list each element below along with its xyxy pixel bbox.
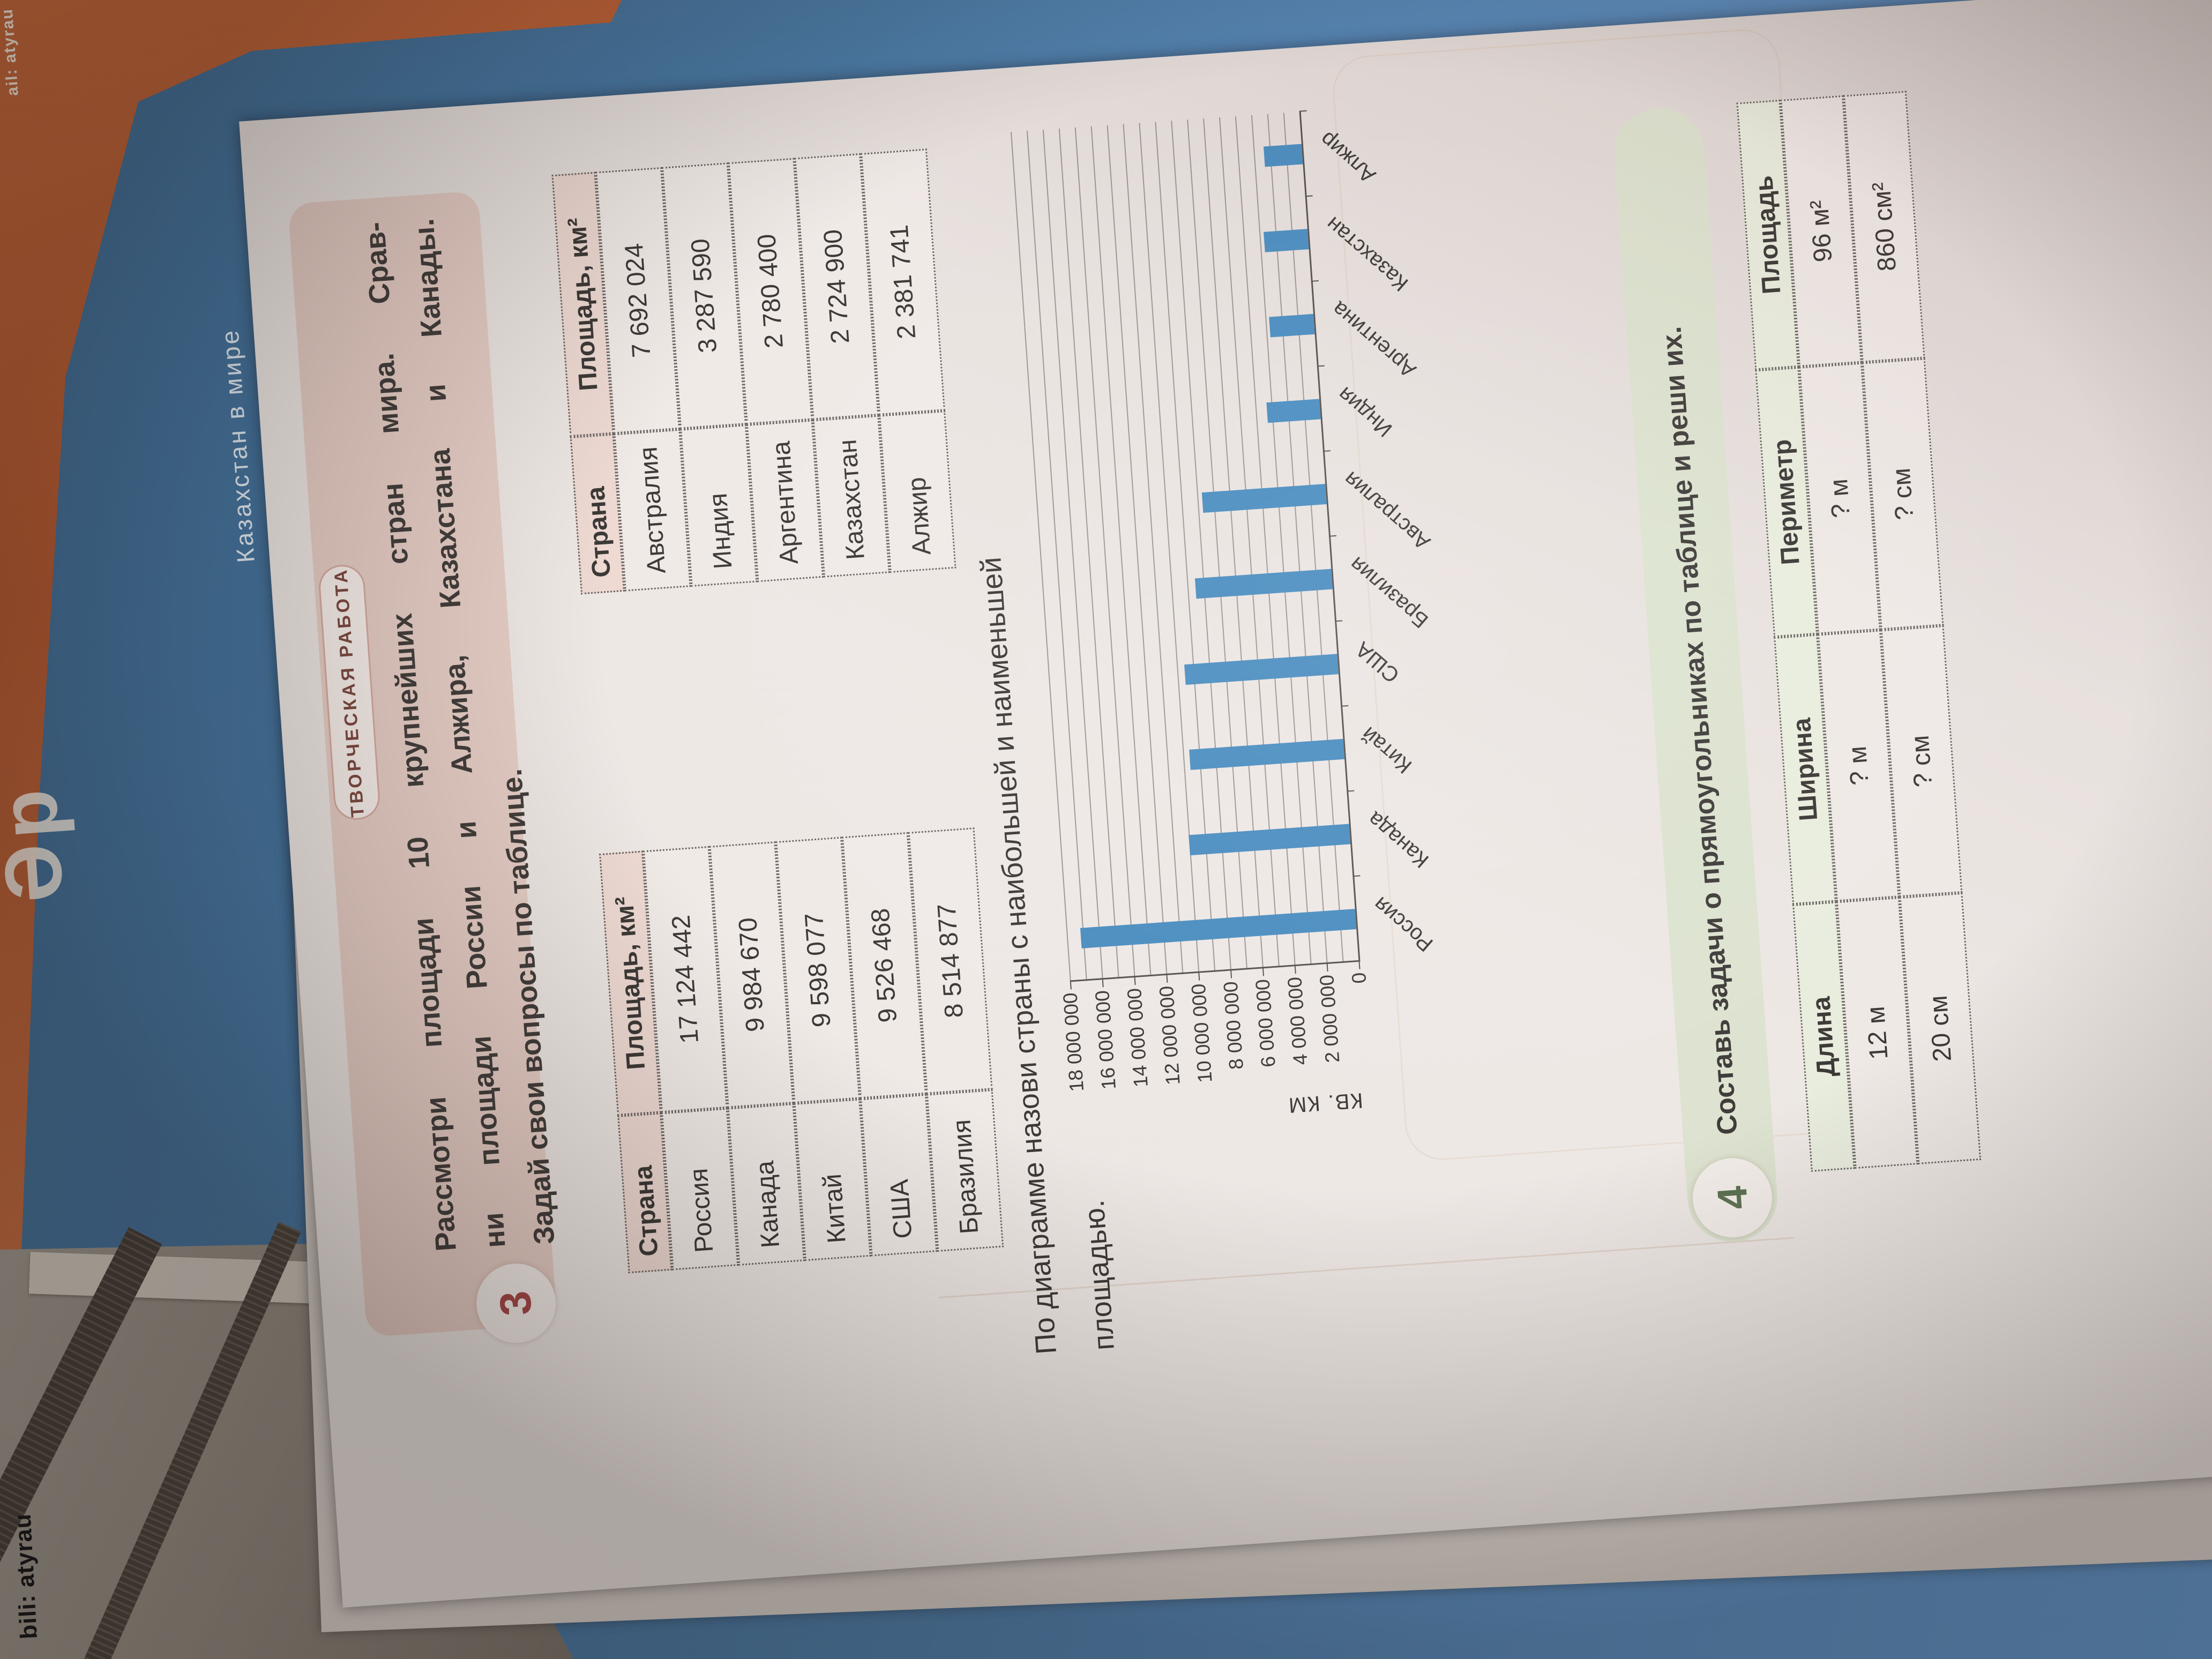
y-tick [1166,975,1168,983]
bar-Аргентина [1268,314,1315,338]
gridline [1026,131,1087,981]
y-tick-label: 8 000 000 [1219,981,1247,1071]
orange-book-letters: Әр [0,781,80,906]
y-tick [1262,968,1264,976]
x-tick [1352,875,1361,877]
y-tick [1358,961,1361,969]
x-label-США: США [1351,637,1404,687]
y-tick [1070,982,1072,990]
gridline [1107,125,1168,975]
section-band-label: Казахстан в мире [215,327,260,564]
x-tick [1341,705,1349,707]
y-tick-label: 6 000 000 [1251,978,1280,1068]
x-label-Казахстан: Казахстан [1321,212,1413,296]
bar-Казахстан [1264,229,1309,253]
y-tick [1134,977,1136,985]
x-tick [1347,790,1355,792]
y-tick [1102,980,1104,988]
x-tick [1305,195,1313,197]
bar-США [1184,654,1339,685]
task4-number: 4 [1708,1184,1757,1212]
x-label-Канада: Канада [1363,806,1433,873]
x-label-Аргентина: Аргентина [1327,297,1421,383]
y-tick [1198,973,1200,981]
y-tick-label: 10 000 000 [1187,983,1216,1083]
gridline [1123,124,1184,974]
bar-Алжир [1263,144,1303,167]
bar-Китай [1189,739,1345,771]
x-tick [1328,535,1337,537]
gridline [1058,128,1119,979]
bar-Австралия [1202,484,1327,513]
gridline [1074,127,1135,978]
textbook-page: ТВОРЧЕСКАЯ РАБОТА 3 Рассмотри площади 10… [239,0,2212,1608]
x-label-Алжир: Алжир [1316,127,1380,188]
x-label-Россия: Россия [1369,892,1438,956]
y-tick-label: 16 000 000 [1091,989,1120,1090]
y-tick [1326,963,1328,972]
bar-Россия [1080,909,1357,949]
x-label-Бразилия: Бразилия [1345,552,1433,633]
x-label-Китай: Китай [1357,722,1417,778]
y-tick [1294,966,1296,974]
y-tick-label: 12 000 000 [1155,985,1184,1086]
bar-Индия [1266,399,1321,423]
x-tick [1311,280,1319,282]
y-tick-label: 18 000 000 [1059,992,1088,1093]
area-bar-chart: КВ. КМ 18 000 000 16 000 000 14 000 000 12 … [239,28,1679,1608]
gridline [1090,126,1152,977]
x-tick [1299,110,1307,112]
y-tick-label: 14 000 000 [1123,987,1152,1088]
x-tick [1317,365,1325,367]
x-tick [1335,620,1343,622]
x-tick [1322,450,1331,452]
gridline [1010,132,1071,982]
x-label-Австралия: Австралия [1339,467,1435,555]
bar-Бразилия [1194,569,1333,599]
y-tick [1230,970,1232,978]
x-label-Индия: Индия [1333,382,1397,442]
gridline [1042,130,1103,980]
